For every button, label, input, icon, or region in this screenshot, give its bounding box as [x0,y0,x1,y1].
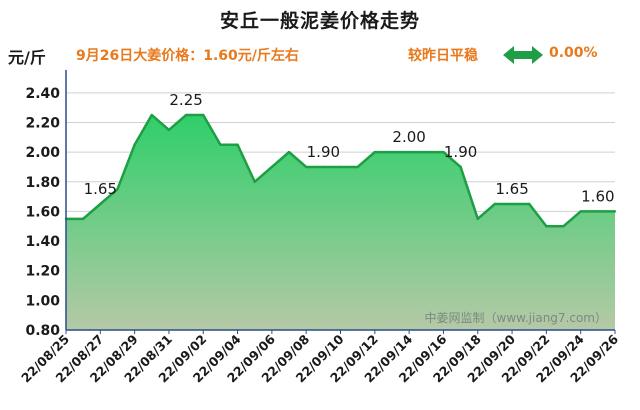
data-point [253,180,256,183]
data-label: 1.65 [84,180,117,198]
y-tick-label: 1.00 [25,293,60,309]
data-point [579,210,582,213]
data-point [167,128,171,132]
y-tick-label: 2.40 [25,86,60,102]
double-arrow-left-right-icon [503,46,543,64]
data-point [99,202,102,206]
data-label: 1.65 [495,180,528,198]
data-point [184,113,188,117]
watermark: 中姜网监制（www.jiang7.com） [425,310,607,325]
y-tick-label: 2.00 [25,145,60,161]
y-tick-label: 2.20 [25,115,60,131]
data-point [150,113,153,117]
compare-label: 较昨日平稳 [408,48,478,64]
y-tick-label: 1.60 [25,204,60,220]
unit-label: 元/斤 [8,48,46,67]
data-point [287,150,291,154]
data-point [493,202,497,206]
data-label: 1.60 [581,187,614,205]
data-point [613,210,617,213]
data-point [322,165,325,169]
data-point [219,143,222,146]
data-point [390,150,394,154]
data-point [116,187,119,191]
data-point [510,202,514,206]
data-point [459,165,462,169]
data-point [81,217,85,221]
y-tick-label: 1.40 [25,234,60,250]
data-point [528,202,531,206]
data-point [545,225,548,228]
y-tick-label: 0.80 [25,323,60,339]
data-point [425,150,428,154]
data-point [270,165,274,169]
chart-title: 安丘一般泥姜价格走势 [219,10,420,32]
data-label: 2.00 [392,128,425,146]
data-point [236,143,239,146]
data-point [304,165,308,169]
data-point [339,165,342,169]
y-tick-label: 1.80 [25,175,60,191]
data-point [562,225,565,228]
data-point [202,113,205,117]
data-label: 1.90 [444,143,477,161]
data-point [442,150,445,154]
area-fill [66,115,615,330]
change-value: 0.00% [549,45,598,61]
y-tick-label: 1.20 [25,264,60,280]
data-point [407,150,411,154]
data-point [133,143,136,146]
data-point [476,217,479,221]
data-label: 2.25 [169,91,202,109]
data-point [373,150,377,154]
price-info: 9月26日大姜价格：1.60元/斤左右 [76,48,299,64]
data-label: 1.90 [307,143,340,161]
data-point [356,165,359,169]
data-point [596,210,600,213]
